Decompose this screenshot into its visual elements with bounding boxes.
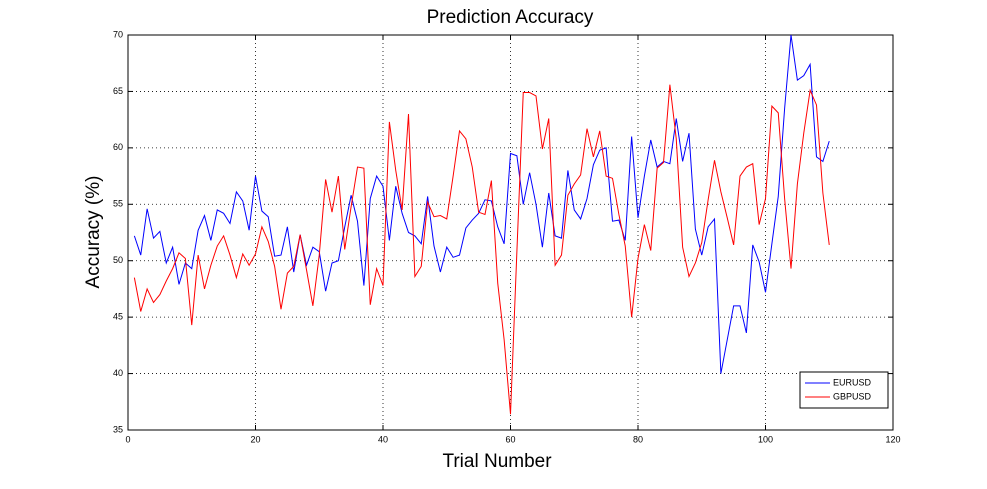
legend-label: EURUSD [833, 377, 872, 387]
y-axis-label: Accuracy (%) [83, 176, 104, 289]
x-axis-label: Trial Number [442, 451, 552, 472]
y-tick-label: 65 [113, 86, 123, 96]
x-tick-label: 100 [758, 434, 773, 444]
y-tick-label: 35 [113, 424, 123, 434]
y-tick-label: 55 [113, 199, 123, 209]
chart-title: Prediction Accuracy [427, 7, 594, 28]
x-tick-label: 0 [125, 434, 130, 444]
y-tick-label: 45 [113, 312, 123, 322]
y-tick-label: 70 [113, 29, 123, 39]
legend-label: GBPUSD [833, 391, 872, 401]
legend-box [799, 371, 889, 409]
x-tick-label: 20 [250, 434, 260, 444]
y-tick-label: 50 [113, 255, 123, 265]
x-tick-label: 120 [885, 434, 900, 444]
y-tick-label: 60 [113, 142, 123, 152]
data-line [133, 84, 830, 415]
x-tick-label: 40 [378, 434, 388, 444]
x-tick-label: 60 [505, 434, 515, 444]
x-tick-label: 80 [633, 434, 643, 444]
y-tick-label: 40 [113, 368, 123, 378]
data-line [133, 34, 830, 374]
plot-frame [127, 34, 894, 431]
